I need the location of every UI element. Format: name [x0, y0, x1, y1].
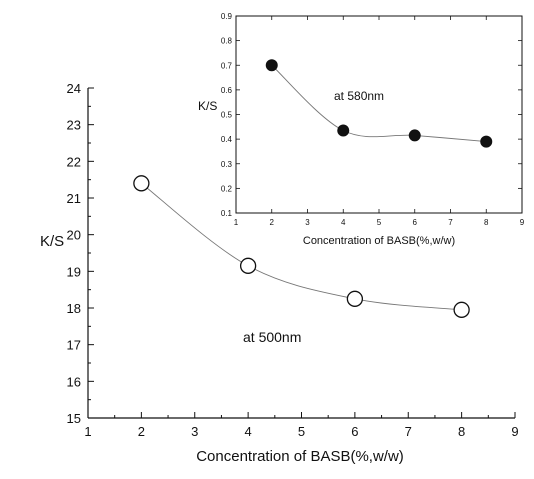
main-annotation: at 500nm [243, 329, 301, 345]
inset-x-tick-label: 9 [520, 218, 525, 227]
inset-y-tick-label: 0.7 [221, 61, 233, 70]
main-y-tick-label: 21 [67, 191, 81, 206]
inset-y-tick-label: 0.3 [221, 160, 233, 169]
inset-x-tick-label: 5 [377, 218, 382, 227]
inset-data-point [265, 59, 278, 72]
inset-frame [235, 15, 523, 214]
main-x-tick-label: 5 [298, 424, 305, 439]
main-y-tick-label: 23 [67, 118, 81, 133]
inset-x-tick-label: 3 [305, 218, 310, 227]
main-data-point [239, 257, 257, 274]
main-x-tick-label: 9 [511, 424, 518, 439]
main-y-tick-label: 22 [67, 154, 81, 169]
inset-x-tick-label: 2 [270, 218, 275, 227]
main-x-axis-label: Concentration of BASB(%,w/w) [196, 448, 404, 465]
main-x-tick-label: 6 [351, 424, 358, 439]
inset-y-tick-label: 0.9 [221, 12, 233, 21]
main-series-curve [141, 182, 462, 311]
inset-x-tick-label: 7 [448, 218, 453, 227]
main-y-axis-label: K/S [40, 233, 64, 250]
inset-y-tick-label: 0.2 [221, 184, 233, 193]
inset-y-axis-label: K/S [198, 99, 217, 113]
main-y-tick-label: 24 [67, 81, 81, 96]
inset-series-curve [271, 64, 487, 143]
main-y-tick-label: 20 [67, 228, 81, 243]
main-y-tick-label: 18 [67, 301, 81, 316]
main-data-point [133, 175, 150, 192]
inset-y-tick-label: 0.8 [221, 37, 233, 46]
inset-x-tick-label: 1 [234, 218, 239, 227]
main-x-tick-label: 2 [138, 424, 145, 439]
main-y-tick-label: 17 [67, 338, 81, 353]
main-y-tick-label: 16 [67, 374, 81, 389]
main-y-tick-label: 15 [67, 411, 81, 426]
main-x-tick-label: 3 [191, 424, 198, 439]
inset-y-tick-label: 0.5 [221, 111, 233, 120]
inset-y-tick-label: 0.4 [221, 135, 233, 144]
inset-ticks: 0.1 0.2 0.3 0.4 0.5 0.6 0.7 0.8 0.9 1 2 3 4 5 6 7 8 9 [221, 12, 525, 227]
main-x-tick-label: 1 [84, 424, 91, 439]
inset-x-tick-label: 6 [413, 218, 418, 227]
main-x-tick-label: 7 [405, 424, 412, 439]
inset-data-point [480, 135, 493, 148]
main-data-point [453, 301, 470, 318]
inset-chart: 0.1 0.2 0.3 0.4 0.5 0.6 0.7 0.8 0.9 1 2 3 4 5 6 7 8 9 K/S… [198, 12, 525, 247]
inset-x-tick-label: 8 [484, 218, 489, 227]
inset-x-tick-label: 4 [341, 218, 346, 227]
main-x-tick-label: 8 [458, 424, 465, 439]
main-y-tick-label: 19 [67, 264, 81, 279]
main-series-points [133, 175, 470, 318]
main-data-point [346, 290, 364, 307]
inset-x-axis-label: Concentration of BASB(%,w/w) [303, 235, 455, 247]
main-x-tick-label: 4 [245, 424, 252, 439]
inset-data-point [337, 124, 350, 137]
inset-data-point [408, 129, 421, 142]
inset-y-tick-label: 0.6 [221, 86, 233, 95]
inset-y-tick-label: 0.1 [221, 209, 233, 218]
inset-annotation: at 580nm [334, 89, 384, 103]
inset-series-points [265, 59, 493, 148]
